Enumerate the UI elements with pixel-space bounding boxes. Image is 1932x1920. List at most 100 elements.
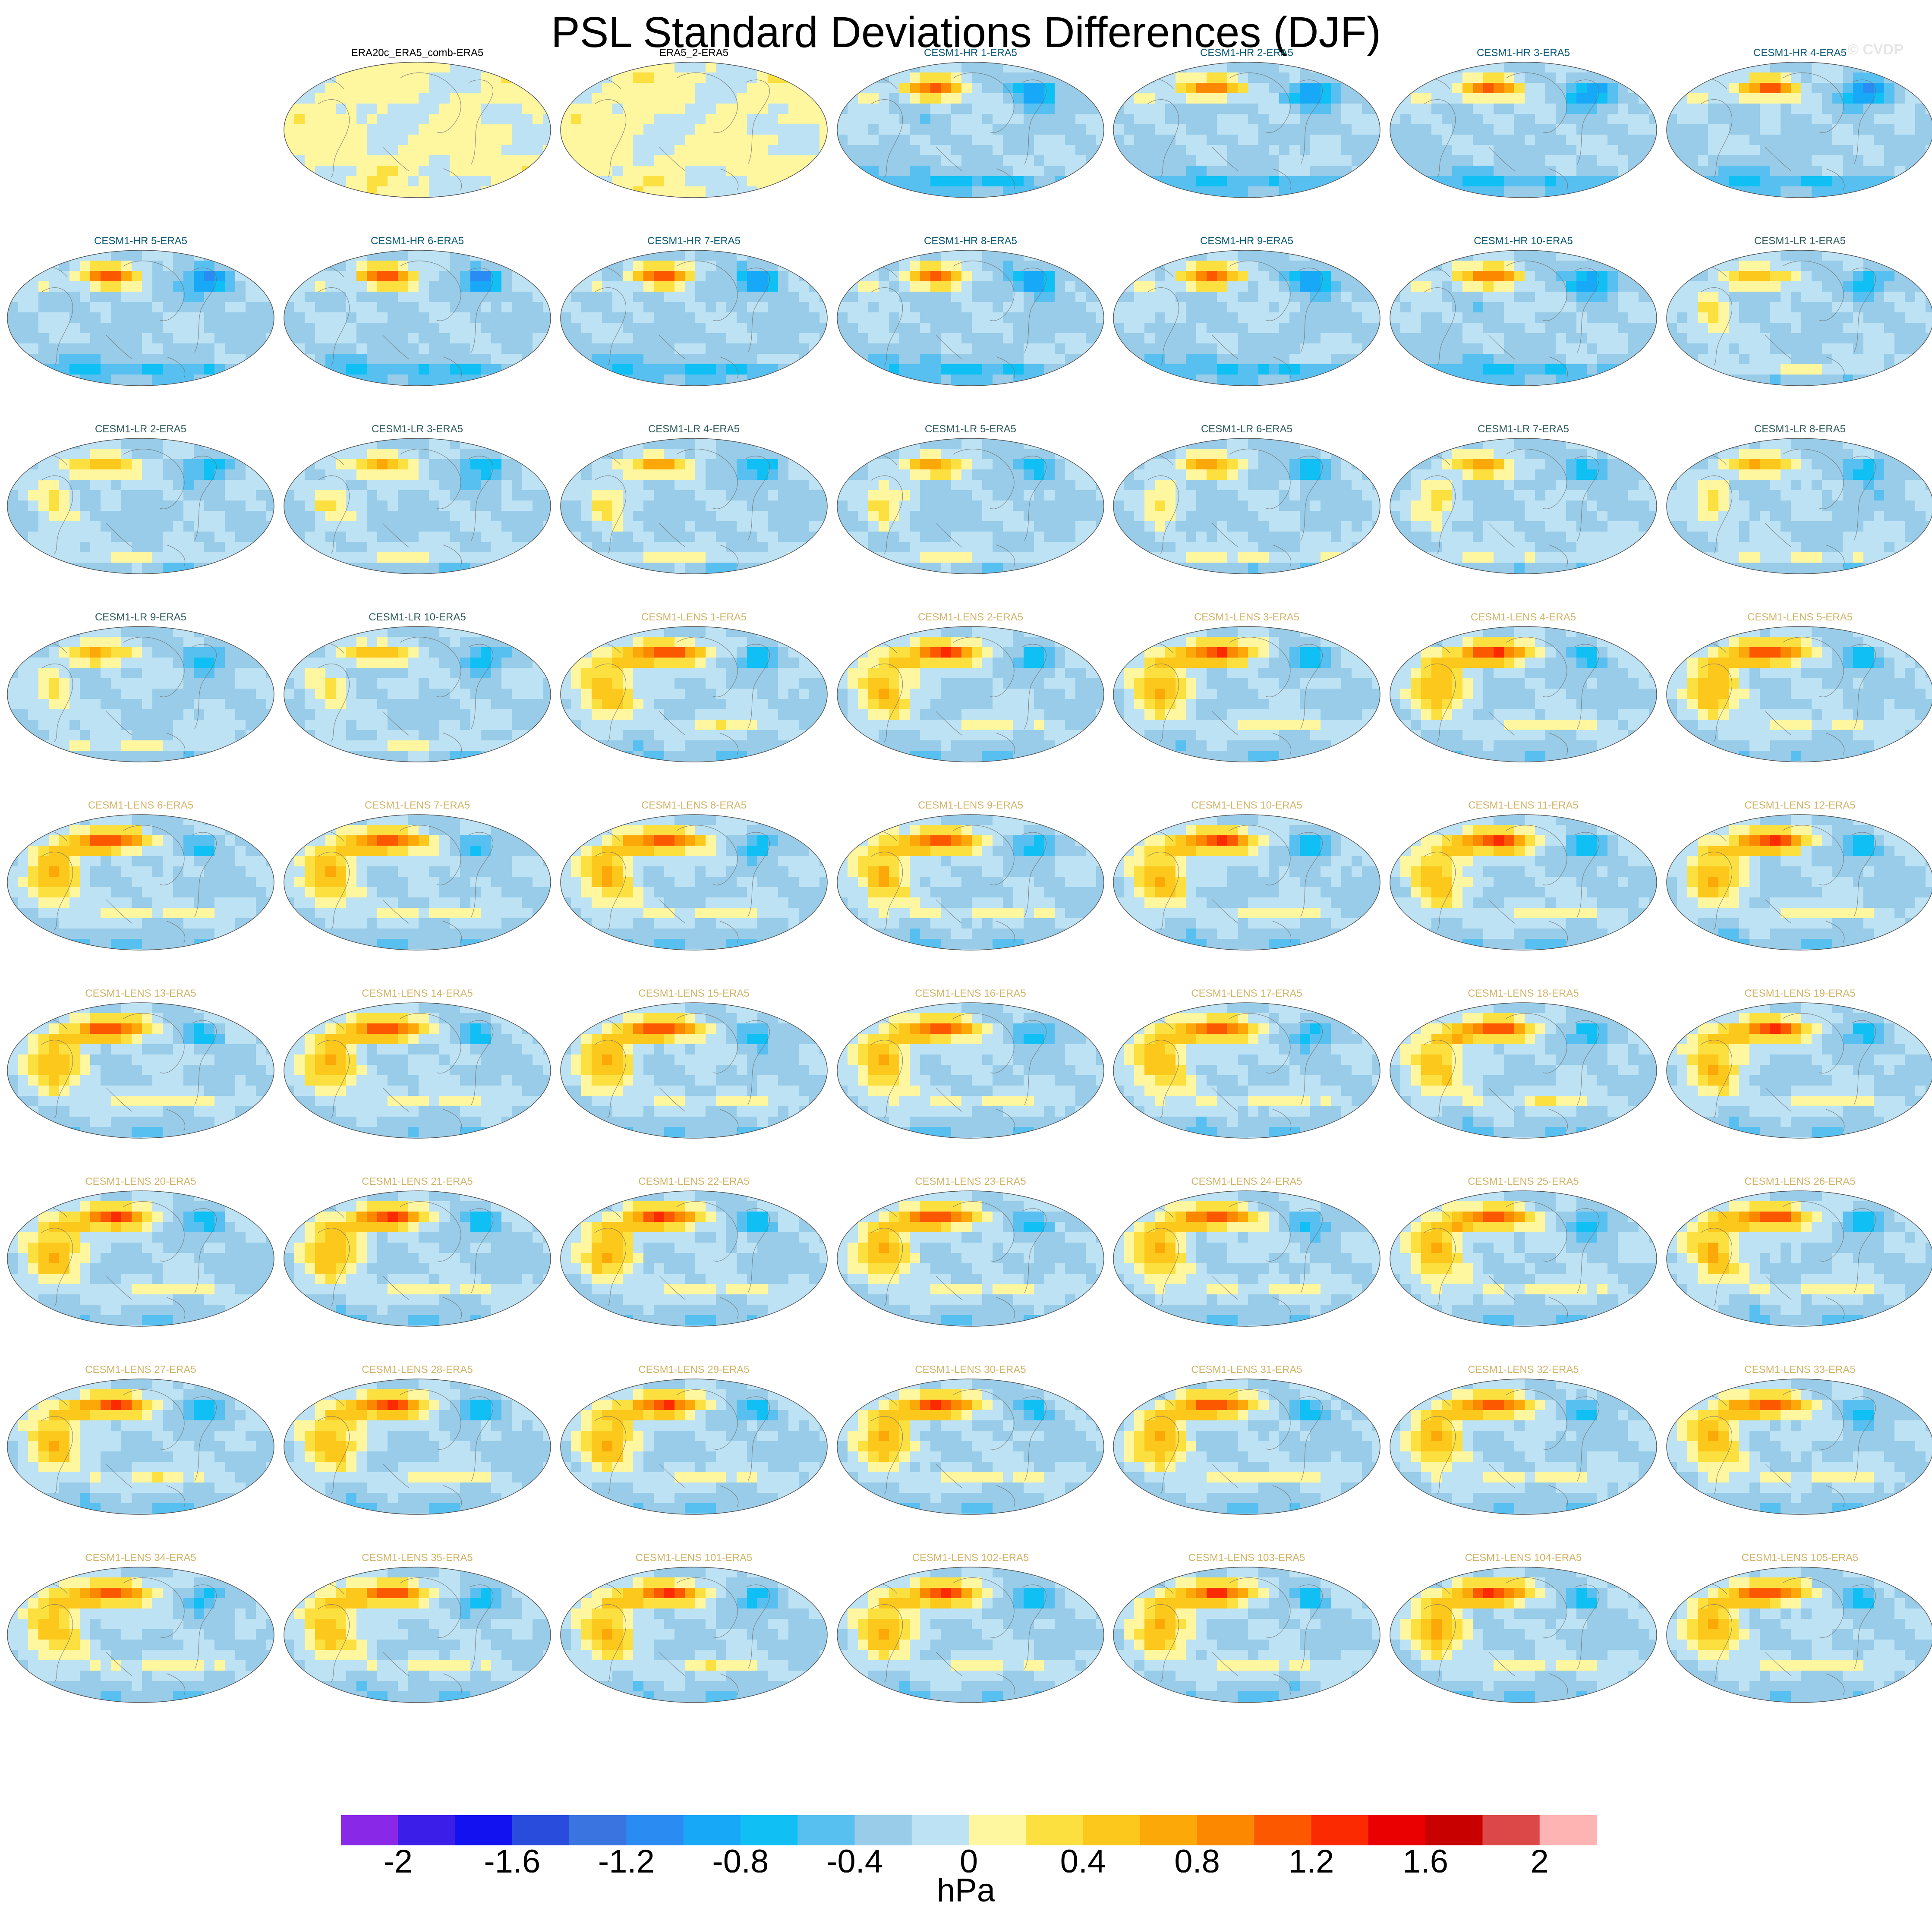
map-field: [561, 1191, 827, 1326]
map-panel-title: CESM1-LENS 12-ERA5: [1744, 799, 1855, 811]
map-panel-title: CESM1-LENS 27-ERA5: [85, 1364, 196, 1375]
map-field: [837, 62, 1104, 198]
map-panel: CESM1-LENS 22-ERA5: [560, 1176, 828, 1327]
map-field: [1667, 250, 1932, 386]
map-field: [1113, 815, 1380, 950]
map-border: [560, 438, 828, 574]
map-border: [560, 1567, 828, 1703]
map-border: [560, 62, 828, 198]
map-panel-title: CESM1-LENS 9-ERA5: [918, 799, 1023, 811]
colorbar-box: [398, 1815, 456, 1845]
map-field: [1390, 62, 1657, 198]
map-border: [837, 438, 1104, 574]
map-panel: CESM1-LENS 20-ERA5: [7, 1176, 274, 1327]
colorbar-box: [1311, 1815, 1369, 1845]
map-border: [560, 250, 828, 386]
map-border: [1113, 1379, 1380, 1515]
map-border: [1390, 250, 1657, 386]
map-panel: CESM1-LENS 3-ERA5: [1113, 611, 1380, 762]
map-panel-title: CESM1-LENS 104-ERA5: [1465, 1552, 1582, 1564]
map-border: [7, 626, 274, 762]
map-field: [561, 438, 827, 574]
map-panel: CESM1-LR 5-ERA5: [837, 423, 1104, 574]
map-border: [284, 1190, 551, 1327]
map-border: [560, 814, 828, 951]
map-field: [284, 250, 551, 386]
map-field: [284, 1003, 551, 1138]
map-panel-title: CESM1-LENS 26-ERA5: [1744, 1176, 1855, 1187]
colorbar-box: [341, 1815, 398, 1845]
map-border: [1666, 814, 1932, 951]
map-field: [837, 1567, 1104, 1703]
map-panel: CESM1-LENS 2-ERA5: [837, 611, 1104, 762]
map-border: [1390, 1190, 1657, 1327]
map-panel-title: CESM1-LR 10-ERA5: [369, 611, 466, 623]
map-panel-title: CESM1-LENS 15-ERA5: [638, 988, 749, 999]
map-border: [560, 1190, 828, 1327]
map-field: [1667, 1003, 1932, 1138]
map-panel: CESM1-HR 10-ERA5: [1390, 235, 1657, 386]
map-border: [1113, 1567, 1380, 1703]
colorbar-box: [740, 1815, 798, 1845]
map-field: [561, 250, 827, 386]
map-panel-title: CESM1-HR 10-ERA5: [1474, 235, 1573, 247]
map-panel-title: CESM1-LENS 103-ERA5: [1188, 1552, 1305, 1564]
colorbar-box: [1254, 1815, 1312, 1845]
colorbar-tick-label: 1.6: [1403, 1843, 1448, 1873]
map-panel: CESM1-LENS 31-ERA5: [1113, 1364, 1380, 1515]
map-field: [1113, 1379, 1380, 1514]
map-panel: CESM1-LENS 14-ERA5: [284, 988, 551, 1139]
map-panel: CESM1-LENS 101-ERA5: [560, 1552, 828, 1703]
map-field: [284, 1567, 551, 1703]
colorbar-box: [1425, 1815, 1483, 1845]
colorbar-box: [1083, 1815, 1141, 1845]
map-panel: CESM1-LR 7-ERA5: [1390, 423, 1657, 574]
map-panel-title: ERA20c_ERA5_comb-ERA5: [351, 47, 484, 59]
map-panel: CESM1-LR 9-ERA5: [7, 611, 274, 762]
colorbar-tick-label: -0.8: [712, 1843, 769, 1873]
map-panel: CESM1-HR 2-ERA5: [1113, 47, 1380, 198]
map-border: [1390, 626, 1657, 762]
map-field: [837, 815, 1104, 950]
map-field: [7, 1191, 274, 1326]
map-panel: CESM1-LENS 5-ERA5: [1666, 611, 1932, 762]
colorbar-units: hPa: [0, 1873, 1932, 1909]
map-border: [1666, 1567, 1932, 1703]
map-field: [284, 626, 551, 762]
map-border: [837, 1379, 1104, 1515]
map-panel: CESM1-HR 1-ERA5: [837, 47, 1104, 198]
map-field: [561, 626, 827, 762]
map-border: [1390, 62, 1657, 198]
map-border: [7, 1190, 274, 1327]
map-field: [837, 1379, 1104, 1514]
map-field: [561, 1003, 827, 1138]
map-border: [837, 62, 1104, 198]
colorbar-box: [911, 1815, 969, 1845]
map-panel-title: CESM1-LENS 6-ERA5: [88, 799, 193, 811]
map-field: [837, 438, 1104, 574]
map-field: [1390, 1191, 1657, 1326]
map-panel: CESM1-LR 4-ERA5: [560, 423, 828, 574]
map-panel-title: CESM1-LENS 31-ERA5: [1191, 1364, 1302, 1375]
map-panel: CESM1-LENS 28-ERA5: [284, 1364, 551, 1515]
map-border: [284, 438, 551, 574]
map-field: [1390, 1379, 1657, 1514]
map-field: [1667, 815, 1932, 950]
colorbar-box: [1197, 1815, 1254, 1845]
map-panel-title: CESM1-LENS 4-ERA5: [1471, 611, 1576, 623]
map-panel-title: CESM1-LR 6-ERA5: [1201, 423, 1292, 435]
map-field: [837, 626, 1104, 762]
map-panel: CESM1-LENS 24-ERA5: [1113, 1176, 1380, 1327]
colorbar-box: [797, 1815, 855, 1845]
map-panel-title: CESM1-LENS 17-ERA5: [1191, 988, 1302, 999]
map-field: [1390, 250, 1657, 386]
map-border: [284, 1567, 551, 1703]
map-panel-title: CESM1-HR 8-ERA5: [924, 235, 1017, 247]
map-panel: CESM1-LENS 35-ERA5: [284, 1552, 551, 1703]
colorbar-box: [512, 1815, 570, 1845]
map-field: [837, 250, 1104, 386]
map-border: [7, 814, 274, 951]
map-border: [284, 814, 551, 951]
map-field: [1667, 1379, 1932, 1514]
map-panel: CESM1-LENS 6-ERA5: [7, 799, 274, 951]
